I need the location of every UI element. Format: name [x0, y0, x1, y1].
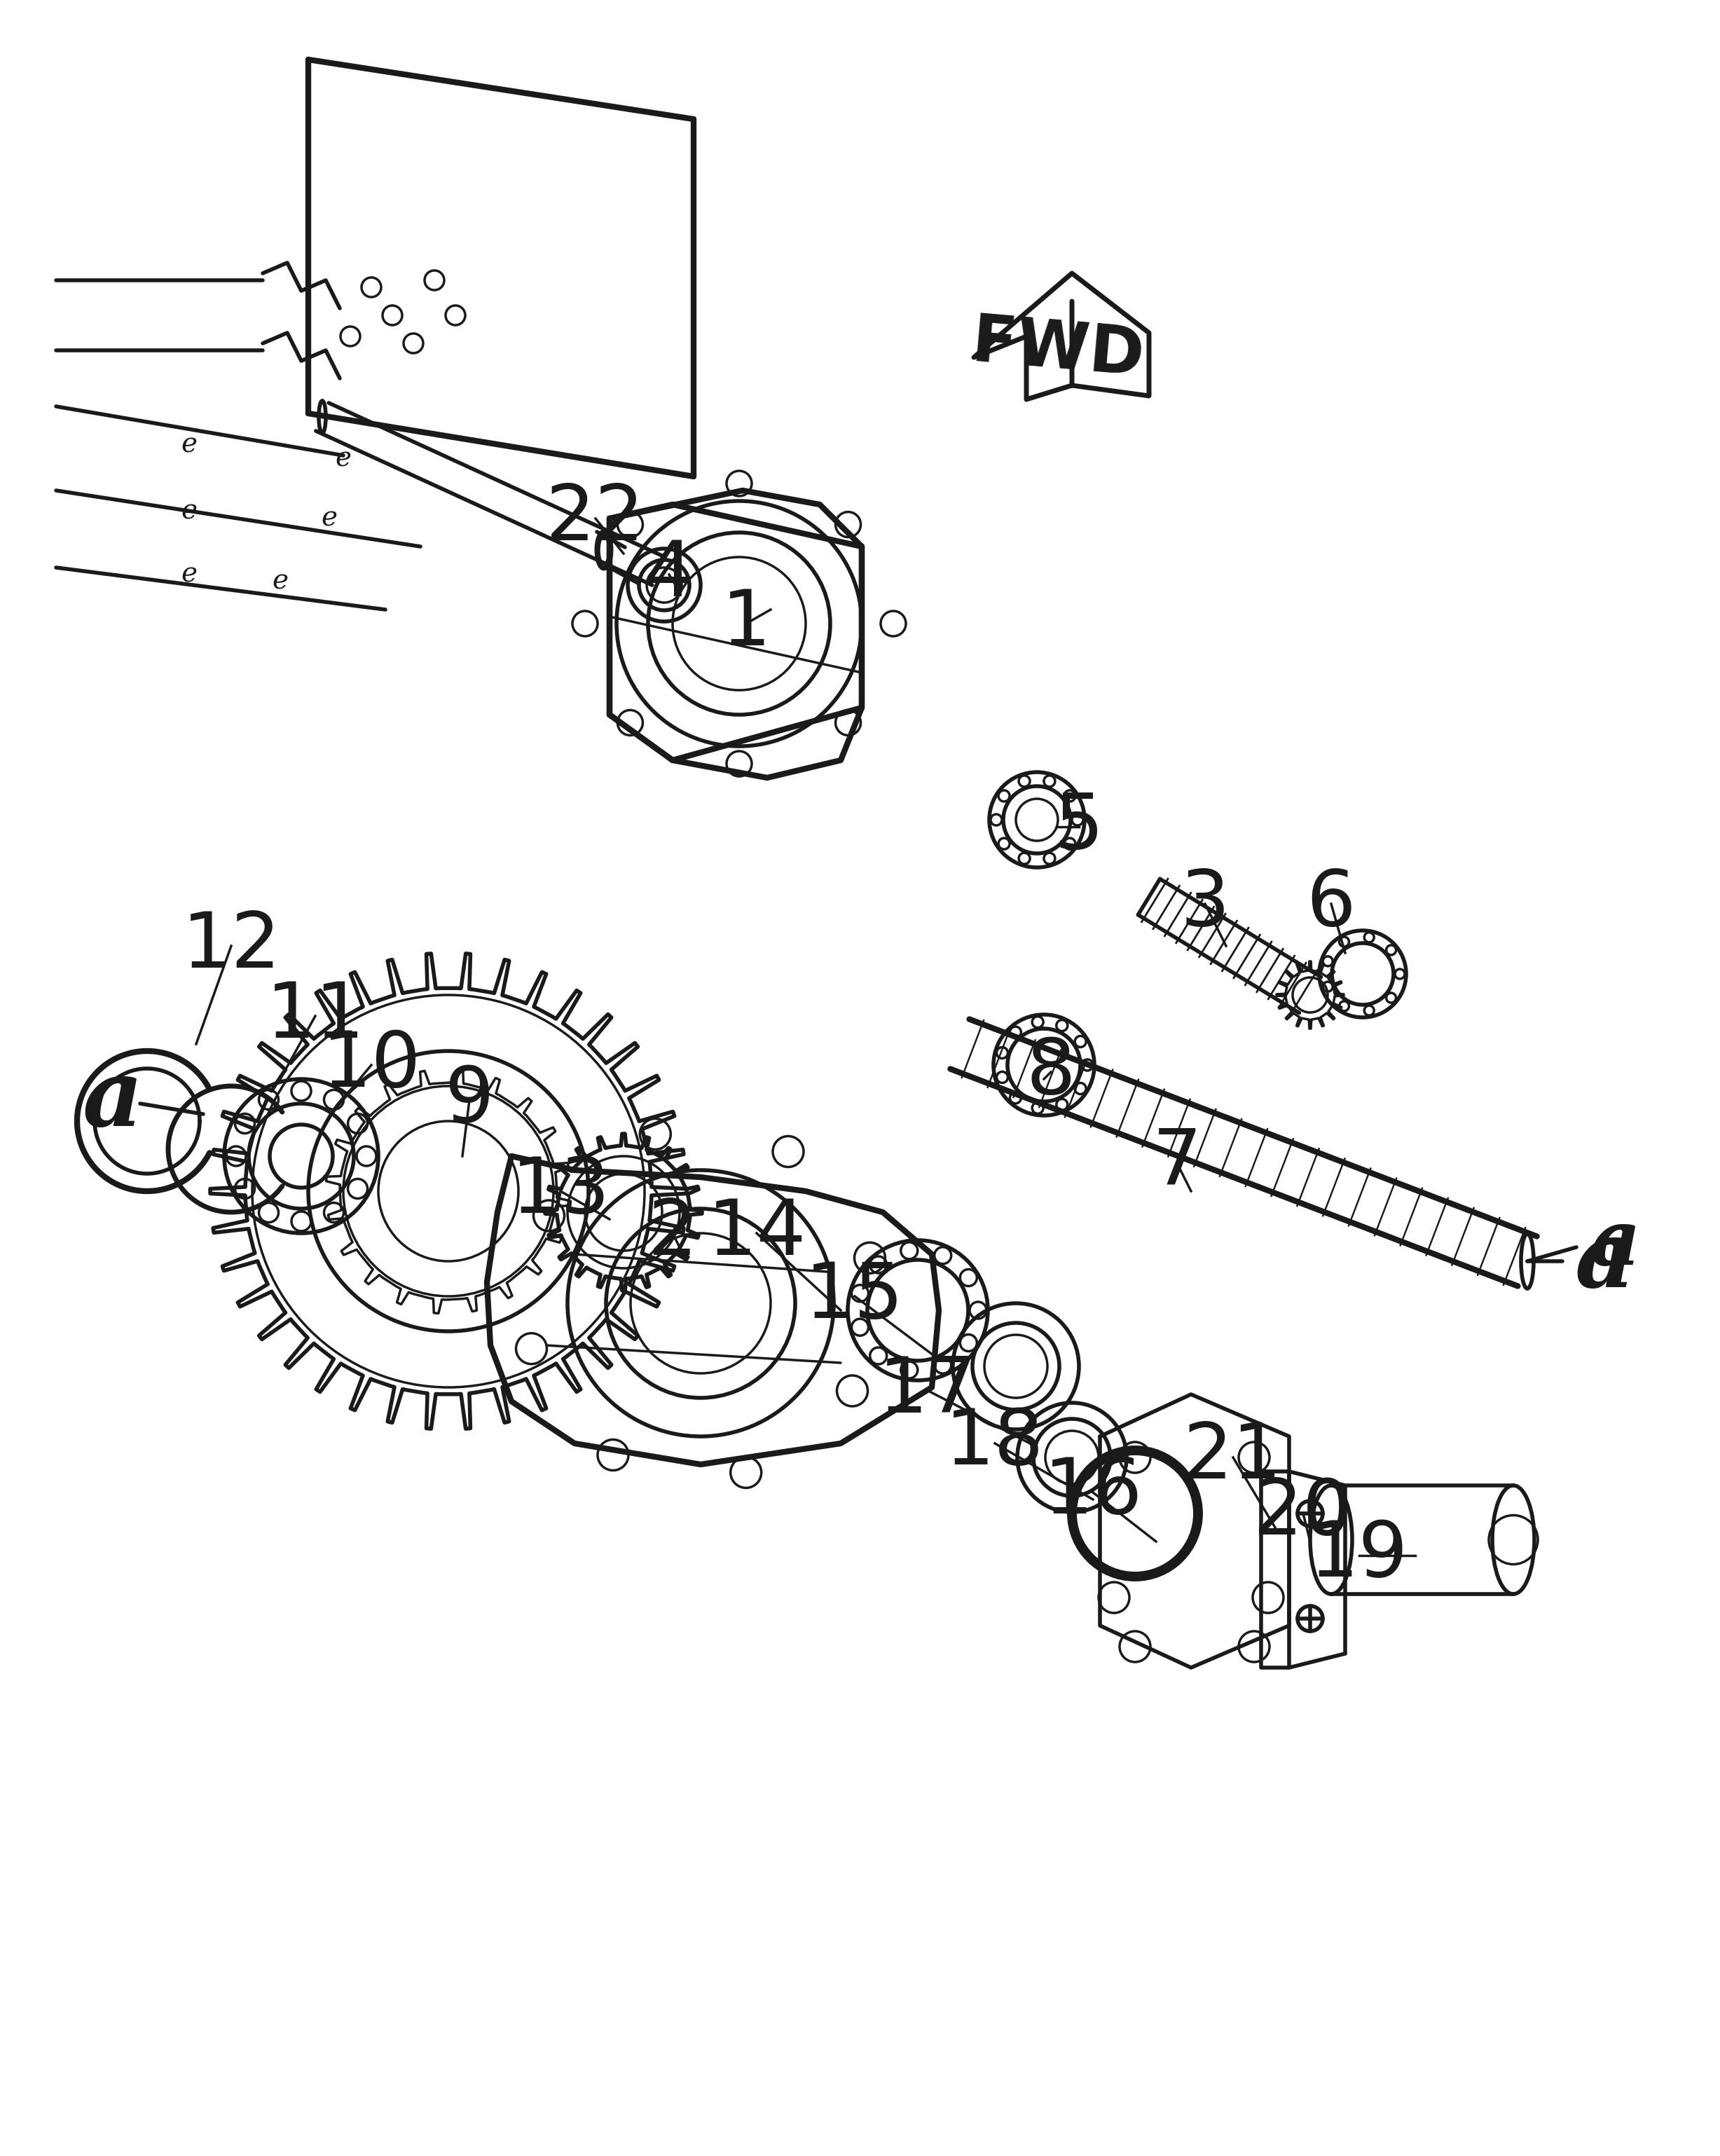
Text: 6: 6	[1307, 867, 1355, 942]
Text: 16: 16	[1044, 1455, 1142, 1531]
Text: 7: 7	[1152, 1125, 1202, 1201]
Text: 2: 2	[648, 1197, 697, 1270]
Text: 4: 4	[645, 537, 693, 612]
Text: e: e	[181, 431, 198, 457]
Text: 11: 11	[267, 979, 365, 1054]
Text: a: a	[83, 1054, 143, 1145]
Text: 8: 8	[1027, 1035, 1075, 1110]
Text: 17: 17	[879, 1354, 979, 1427]
Text: e: e	[181, 561, 198, 589]
Text: 12: 12	[182, 908, 280, 983]
Text: FWD: FWD	[968, 310, 1147, 390]
Text: 5: 5	[1054, 789, 1104, 865]
Text: e: e	[181, 498, 198, 524]
Text: 18: 18	[946, 1406, 1044, 1481]
Text: 13: 13	[511, 1153, 611, 1229]
Text: 21: 21	[1183, 1421, 1283, 1494]
Text: 10: 10	[322, 1028, 421, 1102]
Text: a: a	[1591, 1205, 1641, 1281]
Text: e: e	[335, 446, 351, 472]
Text: 19: 19	[1309, 1518, 1409, 1593]
Text: 22: 22	[545, 481, 645, 556]
Text: 14: 14	[707, 1197, 807, 1270]
Text: 3: 3	[1180, 867, 1230, 942]
Text: a: a	[1574, 1216, 1634, 1307]
Text: e: e	[272, 569, 289, 595]
Text: 15: 15	[805, 1259, 905, 1335]
Text: e: e	[322, 505, 337, 533]
Text: 20: 20	[1254, 1477, 1352, 1550]
Text: 9: 9	[445, 1063, 494, 1138]
Text: 1: 1	[721, 586, 771, 662]
